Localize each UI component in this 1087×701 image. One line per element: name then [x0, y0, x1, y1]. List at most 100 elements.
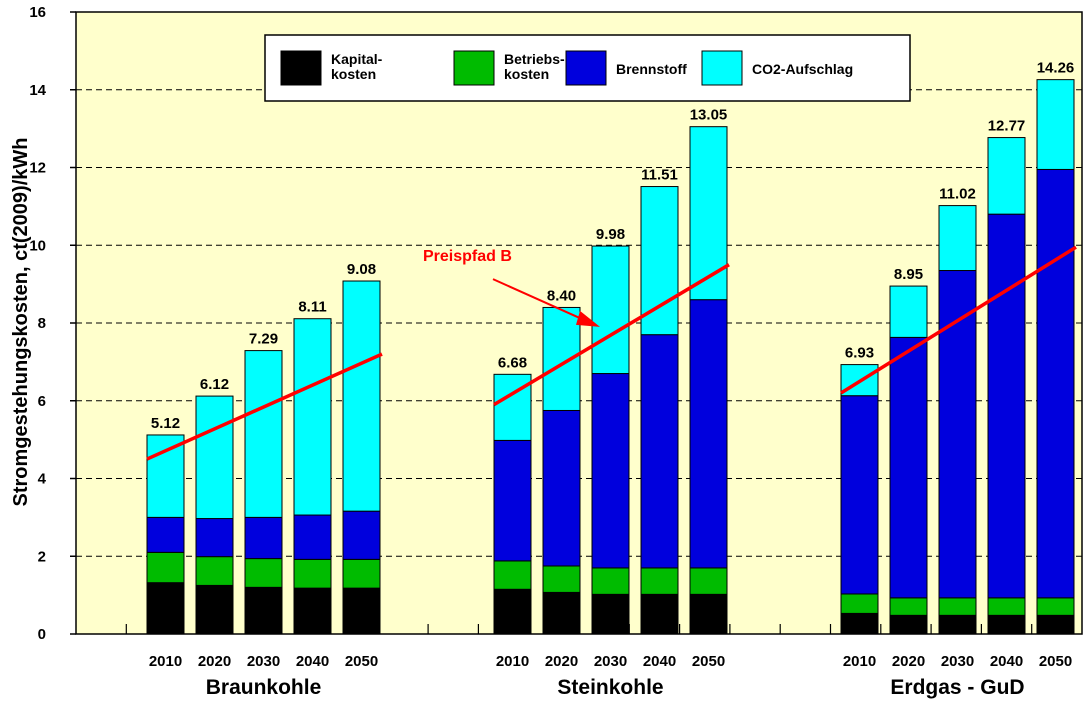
year-label: 2030 [247, 653, 280, 670]
total-label: 8.11 [298, 299, 326, 316]
bars [146, 79, 1075, 635]
group-label: Steinkohle [557, 676, 663, 699]
bar-segment-betriebskosten [938, 597, 977, 616]
bar-segment-betriebskosten [244, 558, 283, 588]
year-label: 2020 [545, 653, 578, 670]
bar-segment-co2-aufschlag [591, 245, 630, 375]
bar-segment-co2-aufschlag [938, 205, 977, 272]
bar-segment-betriebskosten [146, 551, 185, 584]
bar-segment-co2-aufschlag [640, 186, 679, 336]
bar-segment-kapitalkosten [889, 614, 928, 635]
total-label: 8.95 [894, 266, 923, 283]
bar-segment-betriebskosten [493, 560, 532, 590]
bar-segment-kapitalkosten [542, 591, 581, 635]
bar-segment-brennstoff [640, 334, 679, 569]
group-label: Braunkohle [206, 676, 322, 699]
bar-segment-co2-aufschlag [195, 395, 234, 520]
trend-line [146, 352, 383, 461]
bar-segment-brennstoff [542, 409, 581, 567]
bar-segment-kapitalkosten [591, 593, 630, 635]
bar-segment-betriebskosten [689, 567, 728, 595]
total-label: 5.12 [151, 415, 180, 432]
year-label: 2040 [990, 653, 1023, 670]
year-label: 2010 [496, 653, 529, 670]
bar-segment-brennstoff [938, 270, 977, 599]
year-label: 2050 [345, 653, 378, 670]
legend-label: Betriebs-kosten [504, 51, 565, 82]
bar-segment-betriebskosten [293, 558, 332, 589]
legend-swatch [701, 50, 743, 86]
bar-segment-co2-aufschlag [987, 137, 1026, 215]
y-tick-label: 14 [29, 82, 46, 99]
bar-segment-brennstoff [689, 299, 728, 569]
y-tick-label: 6 [38, 393, 46, 410]
bar-segment-brennstoff [493, 439, 532, 562]
year-label: 2030 [941, 653, 974, 670]
bar-segment-betriebskosten [987, 597, 1026, 616]
total-label: 14.26 [1037, 60, 1075, 77]
bar-segment-kapitalkosten [640, 593, 679, 635]
trend-lines [146, 245, 1077, 461]
legend-label: Brennstoff [616, 61, 687, 77]
bar-segment-kapitalkosten [244, 586, 283, 635]
bar-segment-brennstoff [342, 510, 381, 560]
annotation-label: Preispfad B [423, 248, 512, 265]
bar-segment-kapitalkosten [1036, 614, 1075, 635]
annotation-arrow-head [576, 310, 600, 327]
total-label: 9.08 [347, 261, 376, 278]
total-label: 9.98 [596, 226, 625, 243]
bar-segment-betriebskosten [889, 597, 928, 616]
year-label: 2040 [296, 653, 329, 670]
bar-segment-kapitalkosten [840, 612, 879, 635]
legend-label: Kapital-kosten [331, 51, 383, 82]
year-label: 2040 [643, 653, 676, 670]
bar-segment-betriebskosten [342, 558, 381, 589]
total-label: 6.68 [498, 354, 527, 371]
bar-segment-brennstoff [195, 518, 234, 558]
total-label: 8.40 [547, 287, 576, 304]
total-labels: 5.12 6.12 7.29 8.11 9.08 6.68 8.40 9.98 11.51 13.… [151, 60, 1074, 432]
bar-segment-brennstoff [1036, 168, 1075, 599]
bar-segment-kapitalkosten [689, 593, 728, 635]
bar-segment-co2-aufschlag [293, 318, 332, 516]
bar-segment-brennstoff [840, 395, 879, 595]
bar-segment-co2-aufschlag [342, 280, 381, 512]
year-label: 2030 [594, 653, 627, 670]
bar-segment-betriebskosten [195, 556, 234, 586]
bar-segment-co2-aufschlag [244, 350, 283, 518]
bar-segment-brennstoff [244, 516, 283, 560]
total-label: 6.93 [845, 345, 874, 362]
legend-swatch [453, 50, 495, 86]
total-label: 13.05 [690, 107, 728, 124]
total-label: 7.29 [249, 331, 278, 348]
bar-segment-co2-aufschlag [542, 306, 581, 411]
axes: 0 2 4 6 8 10 12 14 16 2010 2020 2030 2040 2050 Braunko… [29, 4, 1072, 699]
annotation-arrow-shaft [492, 278, 587, 322]
year-label: 2050 [1039, 653, 1072, 670]
bar-segment-brennstoff [146, 516, 185, 553]
year-label: 2010 [843, 653, 876, 670]
bar-segment-kapitalkosten [938, 614, 977, 635]
bar-segment-co2-aufschlag [689, 126, 728, 301]
trend-line [493, 263, 730, 407]
trend-line [840, 245, 1077, 395]
total-label: 11.02 [939, 186, 976, 203]
legend: Kapital-kosten Betriebs-kosten Brennstoff C… [264, 34, 911, 102]
total-label: 12.77 [988, 118, 1026, 135]
legend-label: CO2-Aufschlag [752, 61, 853, 77]
bar-segment-betriebskosten [640, 567, 679, 595]
y-tick-label: 4 [38, 471, 47, 488]
bar-segment-brennstoff [987, 213, 1026, 599]
bar-segment-kapitalkosten [146, 582, 185, 635]
group-label: Erdgas - GuD [890, 676, 1024, 699]
y-tick-label: 12 [29, 160, 46, 177]
year-label: 2020 [198, 653, 231, 670]
y-tick-label: 10 [29, 237, 46, 254]
y-tick-label: 16 [29, 4, 46, 21]
y-tick-label: 0 [38, 626, 46, 643]
year-label: 2010 [149, 653, 182, 670]
bar-segment-betriebskosten [1036, 597, 1075, 616]
total-label: 11.51 [641, 167, 678, 184]
annotation: Preispfad B [423, 248, 600, 327]
